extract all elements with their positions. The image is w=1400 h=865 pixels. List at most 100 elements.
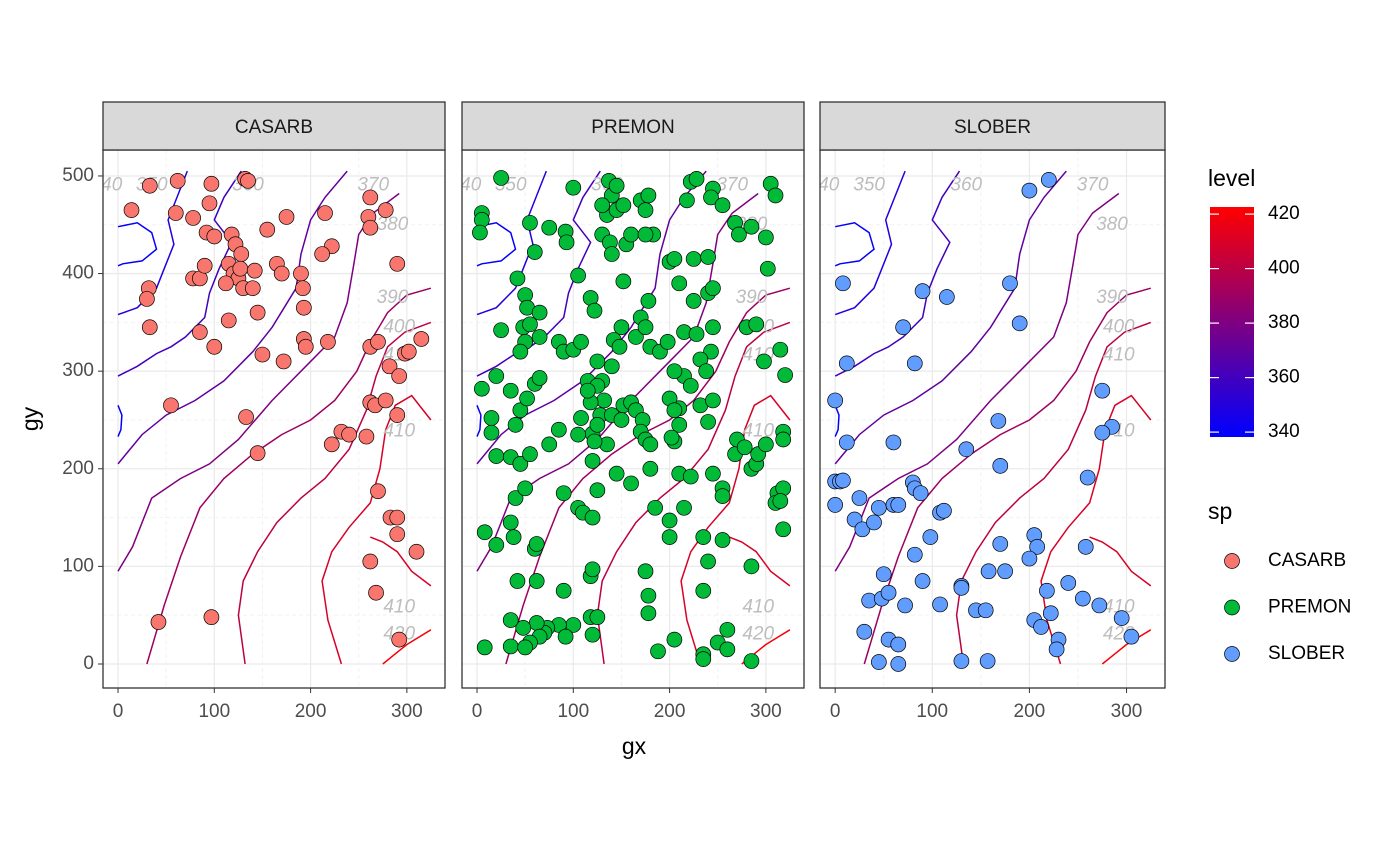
point <box>640 293 657 309</box>
point <box>589 482 606 499</box>
point <box>914 283 931 299</box>
point <box>163 397 179 414</box>
contour-label: 370 <box>716 175 748 196</box>
contour-line <box>117 170 242 377</box>
legend-key <box>1224 553 1240 569</box>
contour-label: 410 <box>383 421 415 442</box>
point <box>584 509 601 526</box>
point <box>914 573 931 589</box>
point <box>666 402 683 419</box>
contour-line <box>117 222 158 267</box>
point <box>502 382 519 399</box>
point <box>259 221 276 238</box>
legend-label: SLOBER <box>1268 643 1345 664</box>
point <box>476 524 493 541</box>
point <box>603 246 620 262</box>
point <box>705 465 721 482</box>
point <box>249 304 266 321</box>
y-tick-label: 0 <box>83 653 94 674</box>
contour-line <box>382 629 432 665</box>
point <box>558 234 575 251</box>
point <box>314 246 330 262</box>
point <box>613 319 630 336</box>
point <box>169 172 186 189</box>
point <box>682 377 699 394</box>
point <box>238 409 254 425</box>
contour-line <box>370 536 432 587</box>
point <box>663 429 680 446</box>
point <box>362 189 379 206</box>
point <box>700 414 716 430</box>
point <box>1011 315 1028 332</box>
y-tick-label: 100 <box>62 555 94 576</box>
point <box>659 334 676 350</box>
point <box>647 499 663 516</box>
point <box>526 244 543 260</box>
point <box>640 187 657 204</box>
point <box>594 197 611 214</box>
point <box>705 280 721 297</box>
point <box>637 563 654 580</box>
point <box>512 343 529 360</box>
point <box>1021 182 1038 199</box>
point <box>685 293 702 309</box>
point <box>362 219 379 236</box>
point <box>695 651 712 667</box>
contour-line <box>117 192 400 572</box>
point <box>502 514 519 531</box>
x-tick-label: 200 <box>295 701 327 722</box>
point <box>1077 539 1094 555</box>
point <box>389 407 406 423</box>
point <box>666 251 683 267</box>
point <box>400 343 417 360</box>
point <box>642 436 659 453</box>
point <box>565 179 582 196</box>
colorbar-label: 380 <box>1268 312 1300 333</box>
point <box>218 275 234 292</box>
point <box>555 582 572 599</box>
point <box>851 490 868 506</box>
point <box>608 177 625 194</box>
point <box>254 346 271 363</box>
point <box>671 275 688 292</box>
point <box>772 341 789 358</box>
point <box>246 262 263 279</box>
point <box>167 205 184 221</box>
point <box>1040 172 1057 188</box>
point <box>483 410 500 426</box>
contour-label: 370 <box>1077 175 1109 196</box>
point <box>1094 382 1111 399</box>
point <box>531 370 548 386</box>
y-tick-label: 300 <box>62 360 94 381</box>
point <box>472 224 488 241</box>
point <box>323 436 340 453</box>
point <box>541 219 558 236</box>
point <box>642 460 659 477</box>
point <box>756 353 772 370</box>
point <box>203 175 220 192</box>
point <box>772 493 789 509</box>
point <box>688 326 705 342</box>
point <box>596 392 612 409</box>
point <box>700 553 716 570</box>
point <box>295 299 312 316</box>
point <box>1113 610 1130 626</box>
point <box>871 654 887 670</box>
point <box>890 497 907 513</box>
point <box>517 480 534 497</box>
point <box>743 653 760 669</box>
y-tick-label: 500 <box>62 165 94 186</box>
point <box>676 499 692 516</box>
contour-label: 370 <box>357 175 389 196</box>
point <box>666 631 683 648</box>
point <box>1002 275 1018 292</box>
contour-label: 350 <box>853 175 885 196</box>
point <box>476 639 493 656</box>
y-tick-label: 200 <box>62 458 94 479</box>
point <box>854 521 871 538</box>
point <box>637 226 654 243</box>
contour-line <box>117 170 348 465</box>
point <box>1029 539 1046 555</box>
